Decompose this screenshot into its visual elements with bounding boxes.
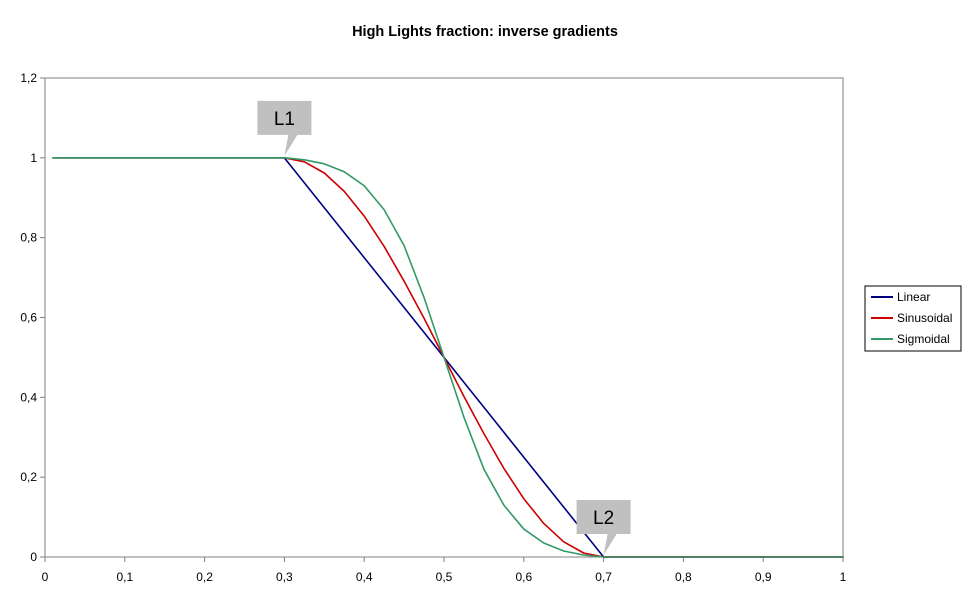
legend: Linear Sinusoidal Sigmoidal bbox=[864, 285, 962, 352]
callout-l2: L2 bbox=[576, 500, 631, 555]
x-tick-label: 0 bbox=[42, 570, 49, 584]
x-tick-label: 0,2 bbox=[196, 570, 213, 584]
x-tick-label: 0,9 bbox=[755, 570, 772, 584]
y-tick-label: 0,4 bbox=[20, 390, 37, 404]
x-tick-label: 0,3 bbox=[276, 570, 293, 584]
series-line-sigmoidal bbox=[52, 157, 844, 558]
x-tick-label: 0,6 bbox=[515, 570, 532, 584]
callout-label: L2 bbox=[593, 508, 614, 529]
callout-l1: L1 bbox=[257, 100, 312, 156]
y-tick-label: 0 bbox=[30, 550, 37, 564]
x-tick-label: 0,8 bbox=[675, 570, 692, 584]
callout-box bbox=[576, 500, 631, 555]
callout-box bbox=[257, 100, 312, 156]
x-tick-label: 0,4 bbox=[356, 570, 373, 584]
x-tick-label: 0,5 bbox=[436, 570, 453, 584]
legend-label-sigmoidal: Sigmoidal bbox=[897, 332, 950, 346]
y-axis: 0 0,2 0,4 0,6 0,8 1 1,2 bbox=[20, 71, 45, 564]
chart-title: High Lights fraction: inverse gradients bbox=[352, 24, 618, 40]
y-tick-label: 1 bbox=[30, 151, 37, 165]
y-tick-label: 0,8 bbox=[20, 231, 37, 245]
callout-label: L1 bbox=[274, 109, 295, 130]
plot-area bbox=[44, 77, 844, 558]
x-tick-label: 1 bbox=[840, 570, 847, 584]
annotation-layer: L1 L2 bbox=[257, 100, 631, 555]
x-tick-label: 0,7 bbox=[595, 570, 612, 584]
y-tick-label: 0,6 bbox=[20, 311, 37, 325]
x-tick-label: 0,1 bbox=[116, 570, 133, 584]
y-tick-label: 1,2 bbox=[20, 71, 37, 85]
x-axis: 0 0,1 0,2 0,3 0,4 0,5 0,6 0,7 0,8 0,9 1 bbox=[42, 557, 847, 584]
y-tick-label: 0,2 bbox=[20, 470, 37, 484]
legend-label-sinusoidal: Sinusoidal bbox=[897, 311, 952, 325]
legend-label-linear: Linear bbox=[897, 290, 930, 304]
